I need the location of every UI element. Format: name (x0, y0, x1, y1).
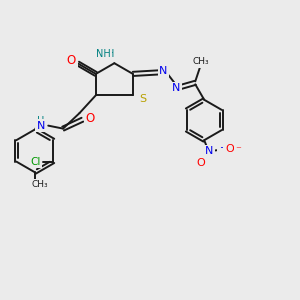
Text: NH: NH (96, 49, 111, 59)
Text: H: H (37, 116, 44, 126)
Text: O: O (85, 112, 94, 125)
Text: O: O (67, 54, 76, 67)
Text: N: N (37, 121, 45, 130)
Text: N: N (172, 83, 180, 93)
Text: O: O (196, 158, 205, 168)
Text: N: N (159, 66, 168, 76)
Text: H: H (107, 49, 115, 59)
Text: ⁻: ⁻ (236, 145, 241, 155)
Text: Cl: Cl (30, 157, 41, 166)
Text: N: N (206, 146, 214, 156)
Text: CH₃: CH₃ (31, 180, 48, 189)
Text: +: + (219, 142, 226, 153)
Text: O: O (225, 144, 234, 154)
Text: S: S (139, 94, 146, 104)
Text: CH₃: CH₃ (192, 57, 208, 66)
